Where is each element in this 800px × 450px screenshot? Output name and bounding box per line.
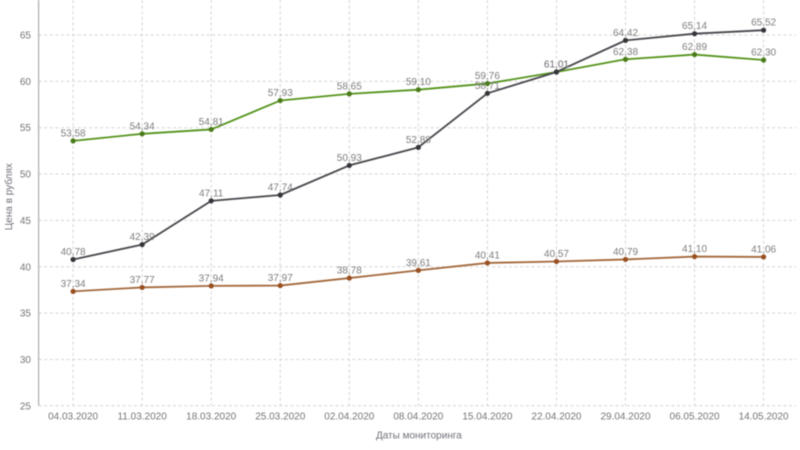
svg-text:18.03.2020: 18.03.2020	[186, 412, 236, 423]
svg-text:35: 35	[20, 309, 32, 320]
svg-text:65,14: 65,14	[682, 21, 707, 32]
svg-text:37,77: 37,77	[130, 275, 155, 286]
svg-text:40,79: 40,79	[613, 247, 638, 258]
svg-text:02.04.2020: 02.04.2020	[324, 412, 374, 423]
svg-text:50,93: 50,93	[337, 153, 362, 164]
svg-text:06.05.2020: 06.05.2020	[670, 412, 720, 423]
svg-text:54,34: 54,34	[130, 121, 155, 132]
svg-text:58,65: 58,65	[337, 81, 362, 92]
svg-text:64,42: 64,42	[613, 28, 638, 39]
svg-text:37,94: 37,94	[199, 273, 224, 284]
svg-text:61,01: 61,01	[544, 59, 569, 70]
svg-text:Даты мониторинга: Даты мониторинга	[376, 431, 462, 442]
svg-text:40,41: 40,41	[475, 250, 500, 261]
svg-text:58,71: 58,71	[475, 81, 500, 92]
svg-text:Цена в рублях: Цена в рублях	[3, 163, 15, 230]
svg-text:54,81: 54,81	[199, 117, 224, 128]
svg-text:62,38: 62,38	[613, 47, 638, 58]
svg-text:41,10: 41,10	[682, 244, 707, 255]
svg-text:14.05.2020: 14.05.2020	[739, 412, 789, 423]
svg-text:38,78: 38,78	[337, 266, 362, 277]
svg-text:62,89: 62,89	[682, 42, 707, 53]
svg-text:29.04.2020: 29.04.2020	[600, 412, 650, 423]
svg-text:22.04.2020: 22.04.2020	[531, 412, 581, 423]
svg-text:50: 50	[20, 170, 32, 181]
svg-text:47,11: 47,11	[199, 188, 224, 199]
svg-text:65: 65	[20, 31, 32, 42]
svg-text:57,93: 57,93	[268, 88, 293, 99]
svg-text:37,34: 37,34	[61, 279, 86, 290]
svg-text:53,58: 53,58	[61, 128, 86, 139]
svg-text:15.04.2020: 15.04.2020	[462, 412, 512, 423]
svg-text:59,76: 59,76	[475, 71, 500, 82]
svg-text:39,61: 39,61	[406, 258, 431, 269]
svg-text:59,10: 59,10	[406, 77, 431, 88]
svg-text:61,01: 61,01	[544, 59, 569, 70]
svg-text:65,52: 65,52	[751, 18, 776, 29]
svg-text:47,74: 47,74	[268, 183, 293, 194]
svg-text:25.03.2020: 25.03.2020	[255, 412, 305, 423]
svg-text:52,88: 52,88	[406, 135, 431, 146]
svg-text:60: 60	[20, 77, 32, 88]
svg-text:40: 40	[20, 262, 32, 273]
svg-text:30: 30	[20, 355, 32, 366]
svg-text:40,57: 40,57	[544, 249, 569, 260]
svg-text:04.03.2020: 04.03.2020	[48, 412, 98, 423]
svg-text:11.03.2020: 11.03.2020	[117, 412, 167, 423]
svg-text:45: 45	[20, 216, 32, 227]
svg-text:41,06: 41,06	[751, 244, 776, 255]
svg-text:62,30: 62,30	[751, 48, 776, 59]
svg-text:55: 55	[20, 123, 32, 134]
svg-text:42,39: 42,39	[130, 232, 155, 243]
svg-text:25: 25	[20, 401, 32, 412]
svg-text:08.04.2020: 08.04.2020	[393, 412, 443, 423]
svg-text:40,78: 40,78	[61, 247, 86, 258]
svg-text:37,97: 37,97	[268, 273, 293, 284]
